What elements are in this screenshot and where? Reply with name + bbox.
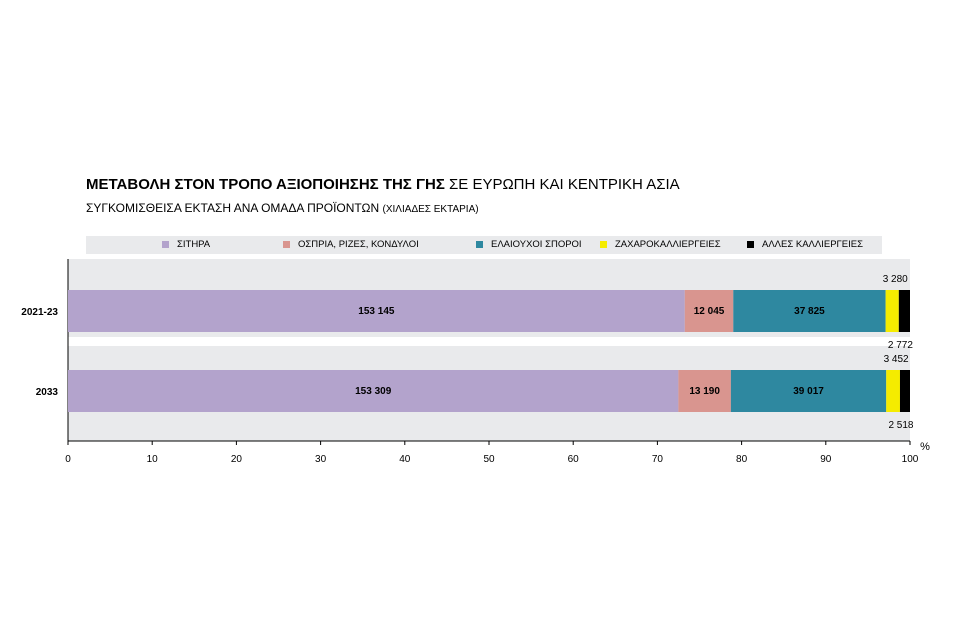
legend-swatch-pulses-roots xyxy=(283,241,290,248)
legend-swatch-oilseeds xyxy=(476,241,483,248)
chart-subtitle-unit: (ΧΙΛΙΑΔΕΣ ΕΚΤΑΡΙΑ) xyxy=(382,204,479,215)
data-label: 153 145 xyxy=(358,306,395,317)
category-label: 2033 xyxy=(36,387,59,398)
x-tick-label: 70 xyxy=(652,454,664,465)
legend: ΣΙΤΗΡΑ ΟΣΠΡΙΑ, ΡΙΖΕΣ, ΚΟΝΔΥΛΟΙ ΕΛΑΙΟΥΧΟΙ… xyxy=(86,236,882,254)
legend-item-sugar-crops: ΖΑΧΑΡΟΚΑΛΛΙΕΡΓΕΙΕΣ xyxy=(600,239,721,250)
bar-segment xyxy=(684,290,734,332)
legend-swatch-cereals xyxy=(162,241,169,248)
x-tick-label: 90 xyxy=(820,454,832,465)
data-label: 2 518 xyxy=(888,420,913,431)
bar-segment xyxy=(730,370,887,412)
data-label: 12 045 xyxy=(694,306,725,317)
plot-background xyxy=(68,259,910,441)
bar-segment xyxy=(733,290,886,332)
bar-segment xyxy=(885,290,899,332)
legend-label-sugar-crops: ΖΑΧΑΡΟΚΑΛΛΙΕΡΓΕΙΕΣ xyxy=(615,239,721,250)
legend-item-other-crops: ΑΛΛΕΣ ΚΑΛΛΙΕΡΓΕΙΕΣ xyxy=(747,239,863,250)
data-label: 3 452 xyxy=(884,354,909,365)
x-tick-label: 30 xyxy=(315,454,327,465)
legend-label-oilseeds: ΕΛΑΙΟΥΧΟΙ ΣΠΟΡΟΙ xyxy=(491,239,582,250)
data-label: 39 017 xyxy=(793,386,824,397)
data-label: 37 825 xyxy=(794,306,825,317)
chart-subtitle-main: ΣΥΓΚΟΜΙΣΘΕΙΣΑ ΕΚΤΑΣΗ ΑΝΑ ΟΜΑΔΑ ΠΡΟΪΟΝΤΩΝ xyxy=(86,201,380,215)
bar-segment xyxy=(678,370,731,412)
data-label: 153 309 xyxy=(355,386,392,397)
x-tick-label: 80 xyxy=(736,454,748,465)
x-tick-label: 10 xyxy=(147,454,159,465)
legend-label-other-crops: ΑΛΛΕΣ ΚΑΛΛΙΕΡΓΕΙΕΣ xyxy=(762,239,863,250)
chart-subtitle: ΣΥΓΚΟΜΙΣΘΕΙΣΑ ΕΚΤΑΣΗ ΑΝΑ ΟΜΑΔΑ ΠΡΟΪΟΝΤΩΝ… xyxy=(86,201,479,215)
x-tick-label: 40 xyxy=(399,454,411,465)
x-tick-label: 100 xyxy=(902,454,919,465)
data-label: 13 190 xyxy=(689,386,720,397)
legend-swatch-other-crops xyxy=(747,241,754,248)
x-tick-label: 20 xyxy=(231,454,243,465)
x-tick-label: 50 xyxy=(483,454,495,465)
legend-label-cereals: ΣΙΤΗΡΑ xyxy=(177,239,211,250)
bar-segment xyxy=(899,370,910,412)
legend-label-pulses-roots: ΟΣΠΡΙΑ, ΡΙΖΕΣ, ΚΟΝΔΥΛΟΙ xyxy=(298,239,419,250)
chart-title-bold: ΜΕΤΑΒΟΛΗ ΣΤΟΝ ΤΡΟΠΟ ΑΞΙΟΠΟΙΗΣΗΣ ΤΗΣ ΓΗΣ xyxy=(86,176,445,193)
x-tick-label: 0 xyxy=(65,454,71,465)
bar-segment xyxy=(898,290,910,332)
bar-segment xyxy=(886,370,900,412)
legend-swatch-sugar-crops xyxy=(600,241,607,248)
legend-item-oilseeds: ΕΛΑΙΟΥΧΟΙ ΣΠΟΡΟΙ xyxy=(476,239,582,250)
chart-title: ΜΕΤΑΒΟΛΗ ΣΤΟΝ ΤΡΟΠΟ ΑΞΙΟΠΟΙΗΣΗΣ ΤΗΣ ΓΗΣ … xyxy=(86,176,680,193)
bar-segment xyxy=(68,370,679,412)
x-tick-label: 60 xyxy=(568,454,580,465)
category-label: 2021-23 xyxy=(21,307,58,318)
x-unit-label: % xyxy=(920,441,930,453)
bar-segment xyxy=(68,290,685,332)
chart-title-rest: ΣΕ ΕΥΡΩΠΗ ΚΑΙ ΚΕΝΤΡΙΚΗ ΑΣΙΑ xyxy=(449,176,680,193)
data-label: 3 280 xyxy=(883,274,908,285)
row-separator xyxy=(68,337,910,346)
legend-item-pulses-roots: ΟΣΠΡΙΑ, ΡΙΖΕΣ, ΚΟΝΔΥΛΟΙ xyxy=(283,239,419,250)
legend-item-cereals: ΣΙΤΗΡΑ xyxy=(162,239,210,250)
data-label: 2 772 xyxy=(888,340,913,351)
